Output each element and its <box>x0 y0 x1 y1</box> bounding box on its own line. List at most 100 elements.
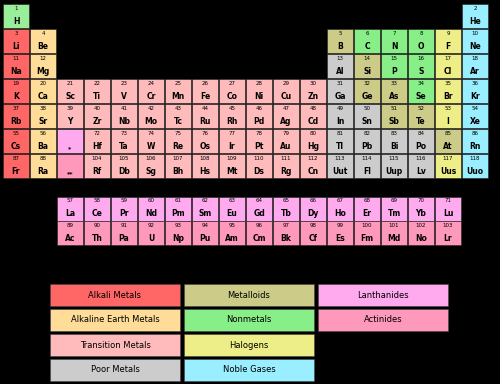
Bar <box>192 79 218 103</box>
Bar <box>84 129 110 153</box>
Text: Np: Np <box>172 235 184 243</box>
Text: 11: 11 <box>12 56 20 61</box>
Text: 10: 10 <box>472 31 478 36</box>
Text: 118: 118 <box>470 156 480 161</box>
Bar <box>462 54 488 78</box>
Bar <box>381 222 407 245</box>
Bar <box>327 54 353 78</box>
Bar <box>354 79 380 103</box>
Bar <box>192 154 218 178</box>
Text: Alkali Metals: Alkali Metals <box>88 291 142 300</box>
Text: N: N <box>391 42 397 51</box>
Text: 75: 75 <box>174 131 182 136</box>
Bar <box>138 197 164 220</box>
Text: 110: 110 <box>254 156 264 161</box>
Bar <box>50 359 180 381</box>
Text: Bk: Bk <box>280 235 291 243</box>
Text: Ra: Ra <box>38 167 48 176</box>
Text: 47: 47 <box>282 106 290 111</box>
Bar <box>435 79 461 103</box>
Text: 69: 69 <box>390 199 398 204</box>
Bar <box>57 222 83 245</box>
Text: 66: 66 <box>310 199 316 204</box>
Text: 41: 41 <box>120 106 128 111</box>
Text: 104: 104 <box>92 156 102 161</box>
Bar <box>50 334 180 356</box>
Text: Fr: Fr <box>12 167 20 176</box>
Text: 29: 29 <box>282 81 290 86</box>
Text: Mt: Mt <box>226 167 237 176</box>
Text: B: B <box>337 42 343 51</box>
Text: 109: 109 <box>227 156 237 161</box>
Text: Th: Th <box>92 235 102 243</box>
Text: Fl: Fl <box>363 167 371 176</box>
Text: 96: 96 <box>256 223 262 228</box>
Text: 35: 35 <box>444 81 452 86</box>
Text: Ru: Ru <box>200 117 210 126</box>
Text: 59: 59 <box>120 199 128 204</box>
Text: 9: 9 <box>446 31 450 36</box>
Text: 17: 17 <box>444 56 452 61</box>
Text: 72: 72 <box>94 131 100 136</box>
Text: In: In <box>336 117 344 126</box>
Text: Mg: Mg <box>36 67 50 76</box>
Text: 40: 40 <box>94 106 100 111</box>
Text: 30: 30 <box>310 81 316 86</box>
Bar <box>273 104 299 128</box>
Bar <box>84 197 110 220</box>
Bar <box>111 129 137 153</box>
Text: 74: 74 <box>148 131 154 136</box>
Text: Li: Li <box>12 42 20 51</box>
Text: Fm: Fm <box>360 235 374 243</box>
Bar <box>273 222 299 245</box>
Text: 85: 85 <box>444 131 452 136</box>
Text: Ir: Ir <box>228 142 235 151</box>
Bar <box>435 222 461 245</box>
Text: Halogens: Halogens <box>230 341 268 349</box>
Text: 115: 115 <box>389 156 399 161</box>
Text: Cu: Cu <box>280 92 291 101</box>
Bar <box>273 79 299 103</box>
Bar <box>219 129 245 153</box>
Text: He: He <box>469 17 481 26</box>
Bar <box>165 79 191 103</box>
Text: 25: 25 <box>174 81 182 86</box>
Bar <box>462 154 488 178</box>
Text: Rn: Rn <box>470 142 480 151</box>
Text: Lanthanides: Lanthanides <box>357 291 409 300</box>
Bar <box>300 222 326 245</box>
Bar <box>246 79 272 103</box>
Text: 64: 64 <box>256 199 262 204</box>
Bar <box>111 104 137 128</box>
Text: 42: 42 <box>148 106 154 111</box>
Bar <box>246 129 272 153</box>
Bar <box>462 29 488 53</box>
Text: Pa: Pa <box>118 235 130 243</box>
Bar <box>84 79 110 103</box>
Bar <box>165 104 191 128</box>
Bar <box>381 104 407 128</box>
Text: 112: 112 <box>308 156 318 161</box>
Bar <box>57 79 83 103</box>
Text: 70: 70 <box>418 199 424 204</box>
Text: 27: 27 <box>228 81 235 86</box>
Text: 14: 14 <box>364 56 370 61</box>
Bar <box>111 79 137 103</box>
Bar <box>381 29 407 53</box>
Text: 107: 107 <box>173 156 183 161</box>
Bar <box>192 222 218 245</box>
Text: Lv: Lv <box>416 167 426 176</box>
Bar <box>354 54 380 78</box>
Bar <box>408 129 434 153</box>
Bar <box>84 154 110 178</box>
Bar <box>3 29 29 53</box>
Text: Eu: Eu <box>226 210 237 218</box>
Text: Re: Re <box>172 142 184 151</box>
Bar <box>138 154 164 178</box>
Text: 83: 83 <box>390 131 398 136</box>
Text: Br: Br <box>444 92 453 101</box>
Text: 21: 21 <box>66 81 73 86</box>
Bar <box>300 197 326 220</box>
Text: 81: 81 <box>336 131 344 136</box>
Text: 37: 37 <box>12 106 20 111</box>
